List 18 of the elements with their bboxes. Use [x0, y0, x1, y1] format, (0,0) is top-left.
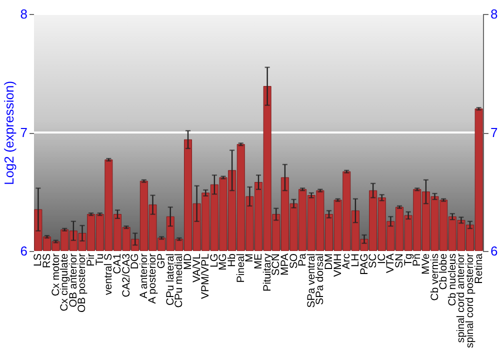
x-tick-label: DG: [129, 254, 142, 270]
x-tick-label: DM: [323, 254, 335, 270]
x-tick-label: RS: [41, 254, 53, 268]
x-tick-label: A posterior: [146, 253, 159, 304]
x-tick-label: CA1: [112, 253, 124, 274]
y2-tick-label: 8: [490, 6, 498, 22]
x-tick-label: OB posterior: [76, 253, 88, 312]
x-tick-label: LG: [208, 254, 220, 268]
y-tick-label: 8: [20, 6, 28, 22]
y2-tick-label: 7: [490, 125, 498, 140]
y-tick-label: 6: [20, 244, 28, 258]
x-tick-label: MVe: [420, 253, 432, 275]
x-tick-label: MD: [182, 253, 194, 270]
y-axis-title: Log2 (expression): [1, 80, 16, 186]
y2-tick-label: 6: [490, 244, 498, 258]
x-tick-label: MPA: [278, 254, 291, 276]
x-tick-label: LH: [349, 254, 362, 267]
y-tick-label: 7: [20, 125, 28, 140]
